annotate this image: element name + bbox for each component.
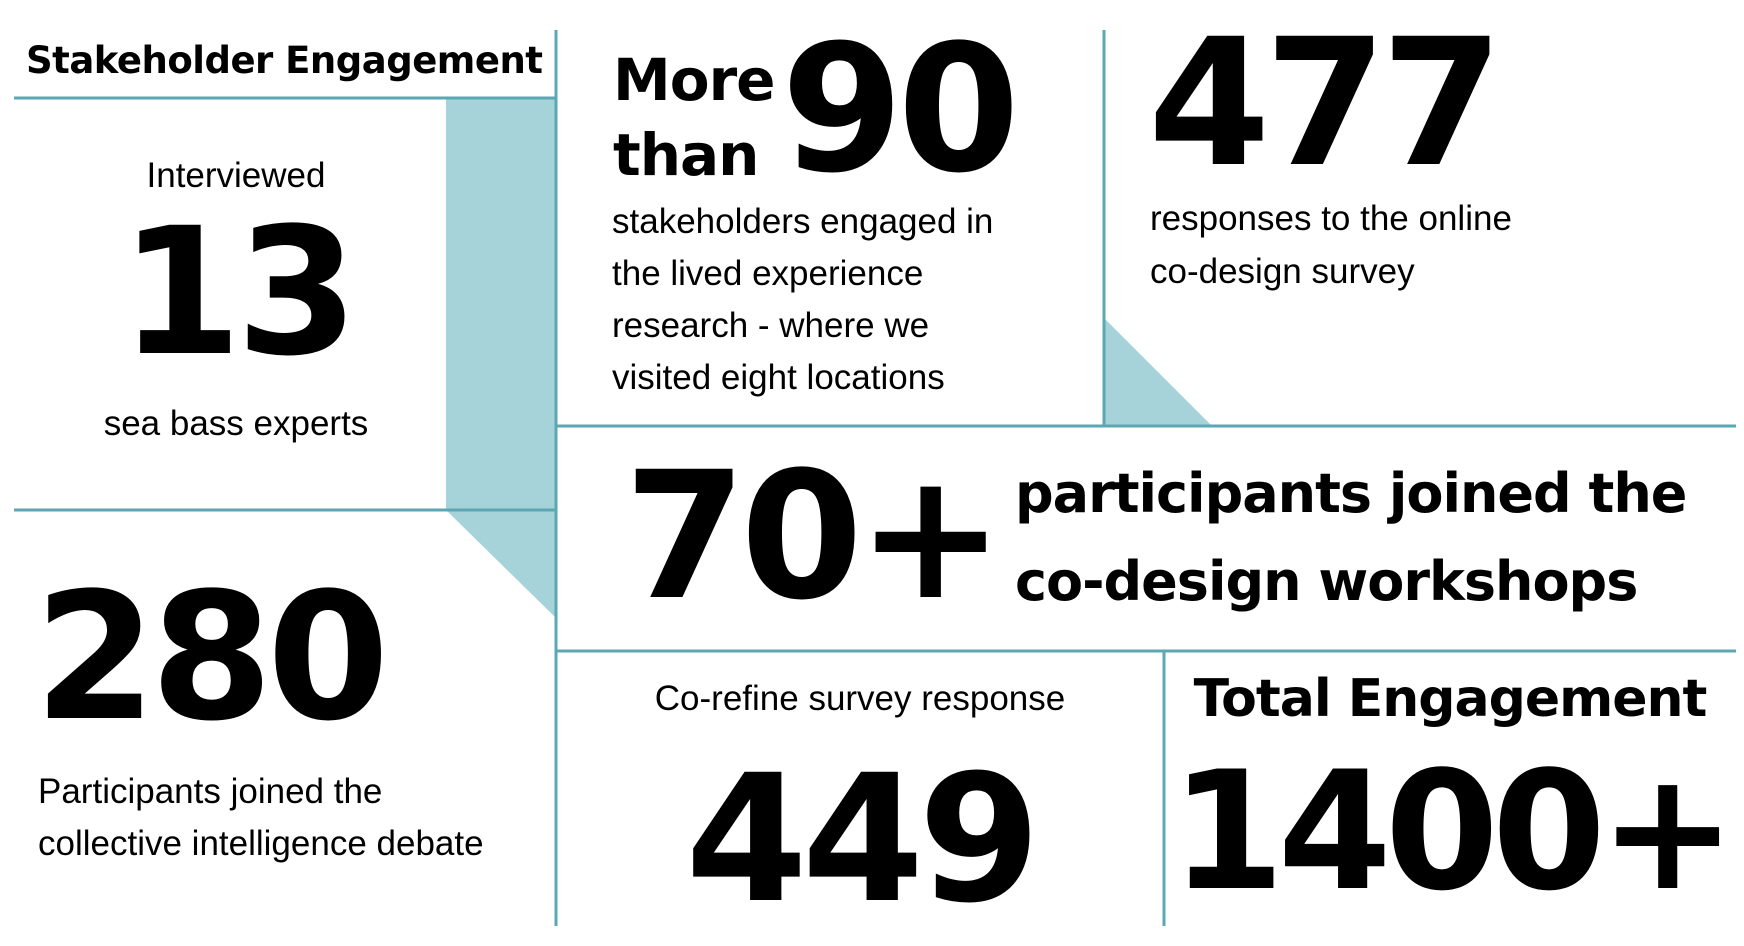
debate-value: 280 bbox=[34, 555, 389, 760]
online-survey-caption-line1: responses to the online bbox=[1150, 199, 1512, 238]
online-survey-caption-line2: co-design survey bbox=[1150, 252, 1415, 291]
interviewed-label: Interviewed bbox=[146, 156, 326, 195]
workshops-value: 70+ bbox=[624, 434, 1004, 639]
interviewed-caption: sea bass experts bbox=[103, 404, 369, 443]
page-title: Stakeholder Engagement bbox=[26, 39, 543, 82]
accent-shape-left bbox=[446, 98, 556, 618]
lived-experience-value: 90 bbox=[781, 7, 1020, 212]
co-refine-value: 449 bbox=[685, 737, 1040, 942]
lived-experience-caption-line4: visited eight locations bbox=[612, 358, 945, 397]
workshops-caption-line2: co-design workshops bbox=[1015, 550, 1638, 613]
co-refine-label: Co-refine survey response bbox=[654, 679, 1066, 718]
lived-experience-caption-line2: the lived experience bbox=[612, 254, 924, 293]
accent-shape-right bbox=[1104, 318, 1212, 426]
total-label: Total Engagement bbox=[1193, 669, 1708, 729]
online-survey-value: 477 bbox=[1148, 1, 1503, 206]
workshops-caption-line1: participants joined the bbox=[1015, 462, 1687, 525]
lived-experience-caption-line3: research - where we bbox=[612, 306, 930, 345]
total-value: 1400+ bbox=[1170, 736, 1737, 927]
lived-experience-prefix-line1: More bbox=[613, 46, 776, 114]
interviewed-value: 13 bbox=[119, 190, 359, 395]
lived-experience-caption-line1: stakeholders engaged in bbox=[612, 202, 994, 241]
lived-experience-prefix-line2: than bbox=[613, 121, 759, 189]
debate-caption-line1: Participants joined the bbox=[38, 772, 383, 811]
debate-caption-line2: collective intelligence debate bbox=[38, 824, 484, 863]
